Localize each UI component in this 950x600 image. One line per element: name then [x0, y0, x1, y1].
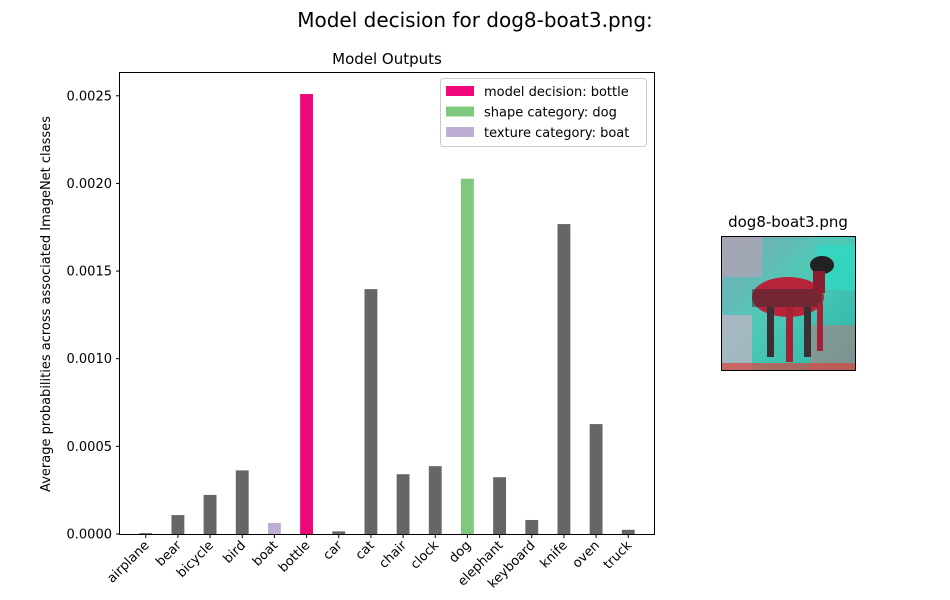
x-tick-label-bottle: bottle — [276, 538, 313, 575]
x-tick-label-truck: truck — [601, 538, 636, 573]
x-tick-label-car: car — [320, 538, 346, 564]
y-tick-label: 0.0020 — [67, 177, 113, 192]
legend-swatch-shape — [446, 106, 474, 117]
legend: model decision: bottle shape category: do… — [440, 78, 647, 147]
figure-title: Model decision for dog8-boat3.png: — [297, 8, 653, 32]
bars-group — [139, 94, 635, 535]
bar-airplane — [139, 533, 153, 534]
x-tick-label-dog: dog — [446, 538, 474, 566]
bar-bottle — [300, 94, 314, 535]
bar-bicycle — [203, 494, 217, 534]
bar-car — [332, 531, 346, 534]
x-tick-label-cat: cat — [353, 538, 378, 563]
x-tick-label-clock: clock — [408, 538, 443, 573]
y-axis-label: Average probabilities across associated … — [39, 116, 54, 492]
bar-boat — [267, 522, 281, 534]
y-tick-label: 0.0000 — [67, 528, 113, 543]
bar-bird — [235, 470, 249, 534]
y-tick-label: 0.0015 — [67, 265, 113, 280]
bar-elephant — [493, 477, 507, 534]
x-tick-label-bird: bird — [221, 538, 249, 566]
bar-oven — [589, 424, 603, 534]
legend-swatch-texture — [446, 127, 474, 137]
y-tick-label: 0.0025 — [67, 89, 113, 104]
bar-truck — [621, 529, 635, 534]
thumbnail-title: dog8-boat3.png — [728, 213, 848, 231]
x-tick-label-knife: knife — [538, 538, 571, 571]
bar-knife — [557, 224, 571, 534]
bar-keyboard — [525, 519, 539, 534]
plot-frame — [119, 72, 655, 535]
bar-dog — [460, 178, 474, 534]
stimulus-image — [721, 236, 856, 371]
bar-clock — [428, 466, 442, 534]
y-tick-label: 0.0010 — [67, 352, 113, 367]
legend-swatch-decision — [446, 86, 474, 96]
bar-chair — [396, 474, 410, 534]
bar-bear — [171, 515, 185, 534]
x-tick-label-airplane: airplane — [104, 538, 152, 586]
y-tick-label: 0.0005 — [67, 440, 113, 455]
chart-title: Model Outputs — [332, 50, 442, 68]
legend-box — [440, 78, 647, 147]
x-tick-label-oven: oven — [570, 538, 603, 571]
x-tick-label-chair: chair — [376, 538, 410, 572]
legend-label-decision: model decision: bottle — [484, 85, 629, 100]
legend-label-texture: texture category: boat — [484, 126, 629, 141]
bar-cat — [364, 289, 378, 534]
legend-label-shape: shape category: dog — [484, 106, 617, 121]
y-axis: 0.0000 0.0005 0.0010 0.0015 0.0020 0.0025 — [67, 89, 120, 543]
x-tick-label-bicycle: bicycle — [174, 538, 217, 581]
